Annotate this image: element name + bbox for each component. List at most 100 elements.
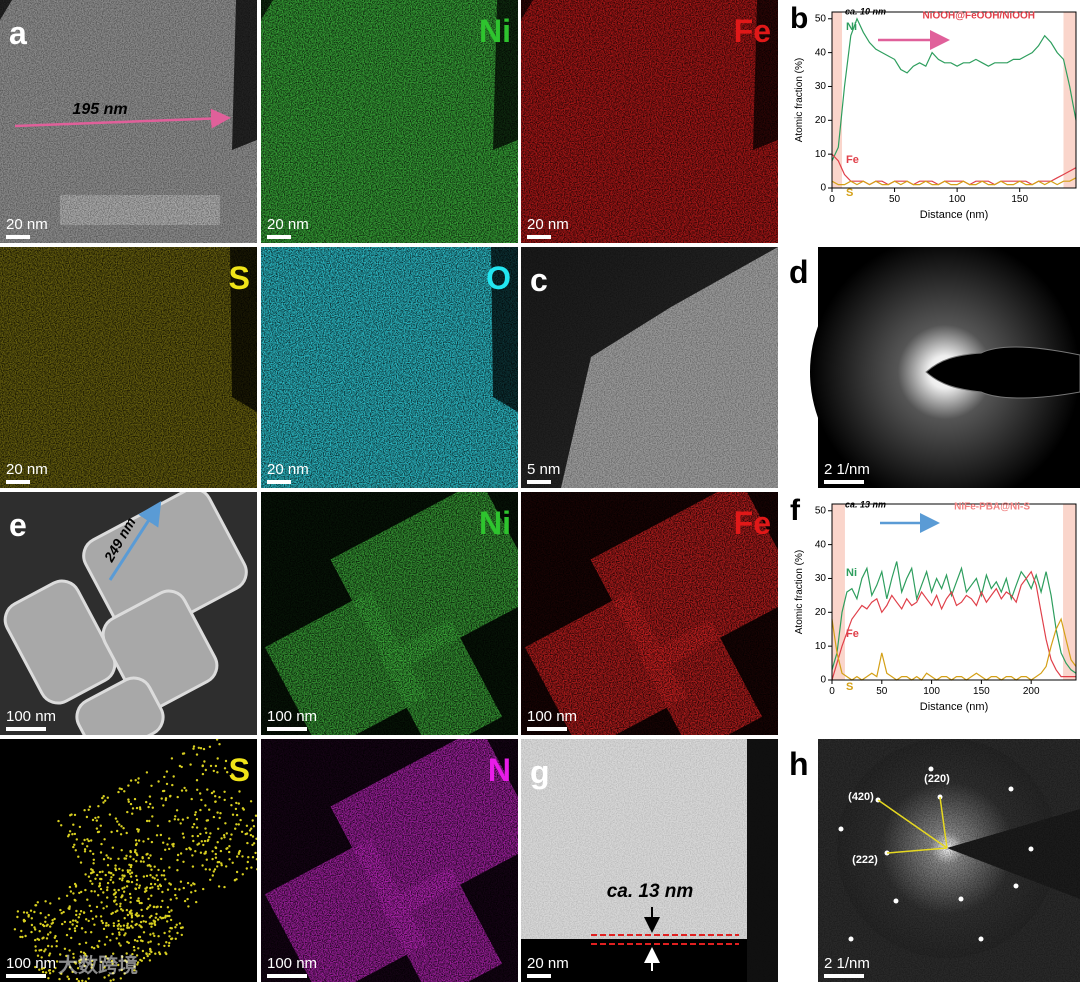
signal-dot [148, 819, 151, 823]
image-panel: 195 nm a 20 nm [0, 0, 257, 243]
signal-dot [126, 926, 129, 929]
signal-dot [30, 930, 33, 934]
index-line [886, 847, 948, 854]
signal-dot [199, 808, 202, 812]
signal-dot [130, 864, 133, 867]
micrograph [781, 247, 1080, 488]
signal-dot [78, 942, 81, 946]
signal-dot [76, 967, 80, 970]
signal-dot [156, 824, 160, 827]
signal-dot [145, 907, 149, 910]
signal-dot [75, 838, 79, 841]
signal-dot [204, 804, 207, 807]
signal-dot [57, 897, 61, 900]
signal-dot [144, 920, 148, 923]
signal-dot [171, 843, 174, 846]
signal-dot [254, 851, 257, 855]
signal-dot [130, 916, 134, 919]
signal-dot [45, 937, 49, 940]
signal-dot [73, 898, 76, 902]
signal-dot [107, 974, 110, 977]
signal-dot [245, 867, 248, 870]
signal-dot [250, 827, 253, 830]
signal-dot [235, 823, 238, 826]
signal-dot [84, 873, 87, 876]
signal-dot [108, 813, 112, 816]
scale-bar-label: 2 1/nm [824, 955, 870, 972]
signal-dot [70, 936, 73, 940]
signal-dot [179, 852, 183, 855]
signal-dot [87, 977, 90, 980]
signal-dot [204, 768, 207, 772]
signal-dot [97, 816, 100, 819]
signal-dot [157, 887, 160, 890]
signal-dot [134, 839, 138, 842]
signal-dot [78, 891, 81, 895]
signal-dot [125, 952, 128, 955]
element-label: Fe [734, 13, 771, 49]
signal-dot [150, 784, 153, 787]
signal-dot [137, 839, 141, 842]
scale-bar [267, 480, 291, 484]
signal-dot [47, 977, 50, 980]
signal-dot [106, 896, 109, 899]
signal-dot [133, 949, 136, 952]
signal-dot [91, 882, 94, 885]
signal-dot [151, 876, 154, 879]
signal-dot [47, 944, 50, 948]
panel-letter: h [789, 746, 809, 782]
signal-dot [120, 849, 123, 852]
signal-dot [145, 889, 148, 892]
signal-dot [193, 813, 197, 816]
signal-dot [138, 924, 141, 927]
signal-dot [84, 941, 88, 944]
signal-dot [34, 928, 37, 931]
signal-dot [168, 882, 171, 885]
signal-dot [116, 820, 119, 823]
signal-dot [229, 838, 232, 841]
signal-dot [72, 845, 75, 849]
signal-dot [88, 805, 92, 808]
signal-dot [133, 850, 137, 854]
signal-dot [168, 837, 171, 840]
signal-dot [156, 878, 159, 882]
signal-dot [121, 955, 124, 958]
signal-dot [166, 920, 169, 923]
signal-dot [86, 845, 89, 848]
signal-dot [195, 753, 199, 756]
signal-dot [228, 850, 231, 854]
signal-dot [160, 874, 163, 877]
image-panel: d 2 1/nm [781, 247, 1080, 488]
noise [261, 247, 518, 488]
signal-dot [170, 757, 174, 760]
signal-dot [114, 864, 117, 867]
signal-dot [136, 963, 139, 966]
signal-dot [42, 924, 46, 928]
signal-dot [82, 951, 86, 954]
signal-dot [65, 954, 68, 958]
signal-dot [174, 887, 177, 891]
image-panel: c 5 nm [521, 247, 778, 488]
signal-dot [181, 832, 185, 835]
signal-dot [150, 840, 154, 844]
signal-dot [41, 937, 44, 940]
signal-dot [59, 953, 62, 956]
diffraction-spot [838, 826, 844, 832]
signal-dot [153, 883, 157, 886]
signal-dot [73, 927, 77, 930]
signal-dot [192, 882, 195, 885]
annotation: ca. 10 nm [845, 6, 886, 16]
noise [521, 492, 778, 735]
element-label: O [486, 260, 511, 296]
signal-dot [160, 797, 163, 800]
signal-dot [186, 881, 190, 885]
signal-dot [39, 922, 42, 925]
signal-dot [191, 865, 195, 868]
signal-dot [137, 830, 140, 833]
scale-bar [267, 235, 291, 239]
signal-dot [40, 956, 43, 959]
signal-dot [87, 919, 90, 923]
signal-dot [117, 963, 120, 967]
scale-bar-label: 2 1/nm [824, 461, 870, 478]
signal-dot [103, 976, 106, 979]
